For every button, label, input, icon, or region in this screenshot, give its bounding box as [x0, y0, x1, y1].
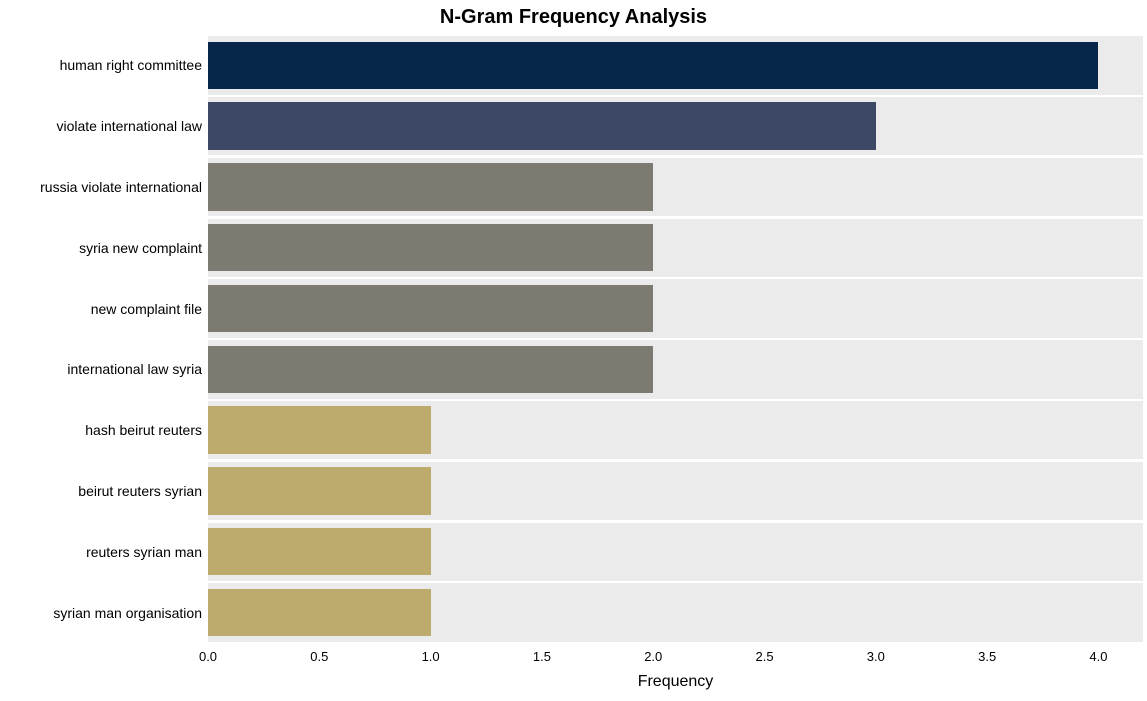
plot-area: human right committeeviolate internation…	[208, 35, 1143, 643]
bar	[208, 163, 653, 210]
bar	[208, 406, 431, 453]
y-axis-label: international law syria	[67, 361, 208, 377]
y-axis-label: reuters syrian man	[86, 544, 208, 560]
y-axis-label: new complaint file	[91, 301, 208, 317]
bar	[208, 467, 431, 514]
x-axis-tick: 3.0	[867, 643, 885, 664]
y-axis-label: russia violate international	[40, 179, 208, 195]
y-axis-label: human right committee	[60, 57, 208, 73]
bar-row: syria new complaint	[208, 217, 1143, 278]
y-axis-label: syrian man organisation	[53, 605, 208, 621]
bar-row: hash beirut reuters	[208, 400, 1143, 461]
y-axis-label: beirut reuters syrian	[78, 483, 208, 499]
x-axis-tick: 2.5	[756, 643, 774, 664]
bar	[208, 285, 653, 332]
y-axis-label: syria new complaint	[79, 240, 208, 256]
x-axis-tick: 1.5	[533, 643, 551, 664]
bar-row: syrian man organisation	[208, 582, 1143, 643]
x-axis-tick: 0.0	[199, 643, 217, 664]
bar	[208, 102, 876, 149]
bar-row: new complaint file	[208, 278, 1143, 339]
bar-row: russia violate international	[208, 157, 1143, 218]
x-axis-tick: 0.5	[310, 643, 328, 664]
bar	[208, 224, 653, 271]
x-axis-tick: 4.0	[1089, 643, 1107, 664]
bar-row: violate international law	[208, 96, 1143, 157]
bar-row: international law syria	[208, 339, 1143, 400]
bar	[208, 346, 653, 393]
bar	[208, 589, 431, 636]
bar-row: human right committee	[208, 35, 1143, 96]
bar	[208, 42, 1098, 89]
y-axis-label: hash beirut reuters	[85, 422, 208, 438]
chart-title: N-Gram Frequency Analysis	[0, 6, 1147, 29]
x-axis-title: Frequency	[208, 673, 1143, 691]
bar-row: beirut reuters syrian	[208, 461, 1143, 522]
x-axis-tick: 3.5	[978, 643, 996, 664]
x-axis-tick: 1.0	[422, 643, 440, 664]
bar	[208, 528, 431, 575]
bar-row: reuters syrian man	[208, 521, 1143, 582]
x-axis-tick: 2.0	[644, 643, 662, 664]
y-axis-label: violate international law	[56, 118, 208, 134]
ngram-frequency-chart: N-Gram Frequency Analysis human right co…	[0, 0, 1147, 701]
